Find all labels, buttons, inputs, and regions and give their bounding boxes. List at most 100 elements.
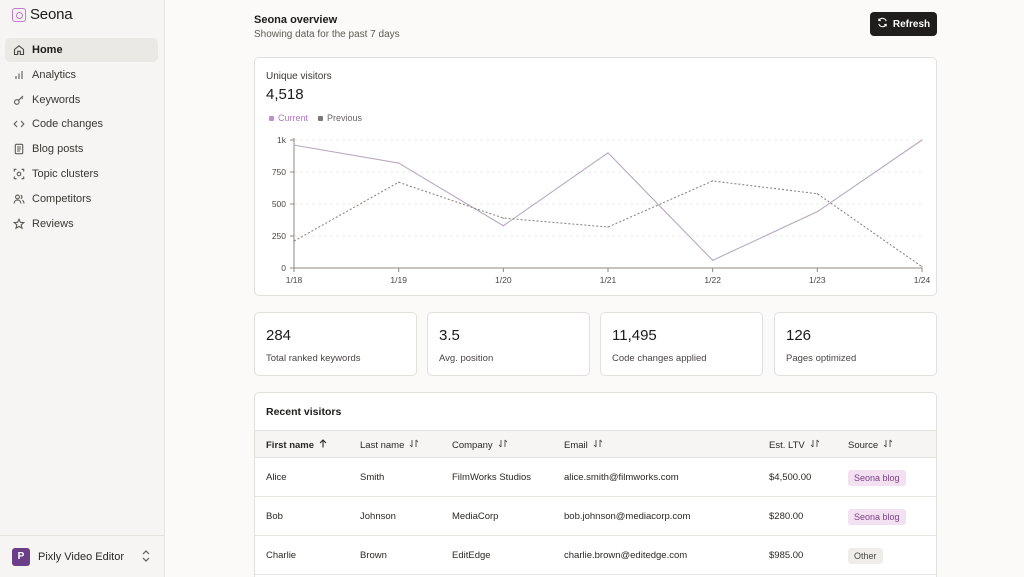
- data-point-current: [398, 162, 400, 164]
- seona-logo-icon: [12, 7, 26, 22]
- cell-last-name: Johnson: [360, 511, 396, 522]
- data-point-previous: [398, 181, 400, 183]
- stat-value: 11,495: [612, 327, 657, 344]
- legend-current-label: Current: [278, 113, 309, 123]
- legend-current-swatch: [269, 115, 274, 121]
- cell-company: MediaCorp: [452, 511, 499, 522]
- stat-label: Code changes applied: [612, 353, 707, 364]
- workspace-avatar: P: [12, 547, 30, 566]
- table-row[interactable]: Bob Johnson MediaCorp bob.johnson@mediac…: [255, 497, 936, 536]
- x-tick-label: 1/23: [809, 275, 826, 285]
- cell-company: EditEdge: [452, 550, 491, 561]
- source-badge: Other: [848, 547, 883, 564]
- refresh-button[interactable]: Refresh: [870, 12, 937, 36]
- sidebar-item-analytics[interactable]: Analytics: [5, 63, 158, 87]
- sidebar-item-blog-posts[interactable]: Blog posts: [5, 137, 158, 161]
- cell-source: Other: [848, 536, 883, 575]
- data-point-current: [921, 139, 923, 141]
- cell-company: FilmWorks Studios: [452, 472, 532, 483]
- column-header-last-name[interactable]: Last name: [360, 431, 419, 459]
- stat-card-pages-optimized: 126 Pages optimized: [774, 312, 937, 376]
- data-point-previous: [502, 217, 504, 219]
- column-header-first-name[interactable]: First name: [266, 431, 327, 459]
- stat-label: Avg. position: [439, 353, 494, 364]
- x-tick-label: 1/24: [914, 275, 931, 285]
- table-header: First name Last name Company Email Est. …: [255, 430, 936, 459]
- sidebar-item-home[interactable]: Home: [5, 38, 158, 62]
- sidebar-item-keywords[interactable]: Keywords: [5, 88, 158, 112]
- sidebar-item-label: Competitors: [32, 192, 92, 205]
- refresh-icon: [877, 17, 888, 31]
- data-point-current: [293, 144, 295, 146]
- sidebar-item-topic-clusters[interactable]: Topic clusters: [5, 162, 158, 186]
- stat-card-code-changes: 11,495 Code changes applied: [600, 312, 763, 376]
- sidebar-item-label: Analytics: [32, 68, 77, 81]
- brand-name: Seona: [30, 6, 73, 23]
- x-tick-label: 1/20: [495, 275, 512, 285]
- data-point-previous: [607, 226, 609, 228]
- x-tick-label: 1/22: [704, 275, 721, 285]
- cell-est-ltv: $4,500.00: [769, 472, 812, 483]
- sidebar: Seona Home Analytics Keywords Code chang…: [0, 0, 165, 577]
- stat-value: 284: [266, 327, 292, 344]
- cell-est-ltv: $985.00: [769, 550, 804, 561]
- bar-chart-icon: [13, 69, 25, 81]
- column-header-source[interactable]: Source: [848, 431, 893, 459]
- stat-label: Pages optimized: [786, 353, 857, 364]
- data-point-previous: [712, 180, 714, 182]
- x-tick-label: 1/19: [390, 275, 407, 285]
- sidebar-item-reviews[interactable]: Reviews: [5, 212, 158, 236]
- stat-value: 126: [786, 327, 812, 344]
- cell-source: Seona blog: [848, 497, 906, 536]
- document-icon: [13, 143, 25, 155]
- legend-previous[interactable]: Previous: [318, 113, 362, 123]
- cell-source: Seona blog: [848, 458, 906, 497]
- column-header-est-ltv[interactable]: Est. LTV: [769, 431, 820, 459]
- key-icon: [13, 94, 25, 106]
- table-row[interactable]: Charlie Brown EditEdge charlie.brown@edi…: [255, 536, 936, 575]
- data-point-previous: [293, 240, 295, 242]
- stat-value: 3.5: [439, 327, 460, 344]
- line-chart: 0 250 500 750 1k 1/18 1/19 1/20 1/21 1/22 1/23 1/24: [272, 135, 931, 285]
- page-subtitle: Showing data for the past 7 days: [254, 29, 400, 40]
- legend-previous-swatch: [318, 115, 324, 121]
- x-tick-label: 1/21: [600, 275, 617, 285]
- table-row[interactable]: Alice Smith FilmWorks Studios alice.smit…: [255, 458, 936, 497]
- sidebar-item-label: Code changes: [32, 118, 103, 131]
- brand[interactable]: Seona: [12, 6, 73, 23]
- column-label: First name: [266, 439, 315, 451]
- cell-last-name: Smith: [360, 472, 385, 483]
- workspace-switcher[interactable]: P Pixly Video Editor: [0, 535, 165, 577]
- column-label: Email: [564, 439, 588, 451]
- refresh-label: Refresh: [892, 18, 931, 30]
- column-label: Est. LTV: [769, 439, 805, 451]
- sort-icon: [498, 439, 508, 451]
- sidebar-item-competitors[interactable]: Competitors: [5, 187, 158, 211]
- home-icon: [13, 44, 25, 56]
- column-header-company[interactable]: Company: [452, 431, 508, 459]
- table-title: Recent visitors: [266, 406, 342, 418]
- sort-ascending-icon: [319, 439, 327, 451]
- sidebar-item-label: Keywords: [32, 93, 81, 106]
- sidebar-nav: Home Analytics Keywords Code changes Blo…: [5, 38, 158, 236]
- chart-legend: Current Previous: [269, 113, 362, 123]
- y-tick-label: 1k: [277, 135, 287, 145]
- sidebar-item-label: Home: [32, 44, 63, 56]
- y-tick-label: 250: [272, 231, 286, 241]
- chevron-up-down-icon[interactable]: [141, 549, 151, 566]
- legend-current[interactable]: Current: [269, 113, 308, 123]
- cell-first-name: Bob: [266, 511, 283, 522]
- series-line-current: [293, 139, 923, 261]
- star-icon: [13, 217, 25, 230]
- data-point-current: [712, 259, 714, 261]
- column-label: Company: [452, 439, 493, 451]
- stat-card-ranked-keywords: 284 Total ranked keywords: [254, 312, 417, 376]
- column-header-email[interactable]: Email: [564, 431, 603, 459]
- sort-icon: [810, 439, 820, 451]
- users-icon: [13, 193, 25, 205]
- code-icon: [13, 118, 25, 130]
- sidebar-item-code-changes[interactable]: Code changes: [5, 112, 158, 136]
- cell-email: charlie.brown@editedge.com: [564, 550, 688, 561]
- column-label: Last name: [360, 439, 405, 451]
- x-tick-label: 1/18: [286, 275, 303, 285]
